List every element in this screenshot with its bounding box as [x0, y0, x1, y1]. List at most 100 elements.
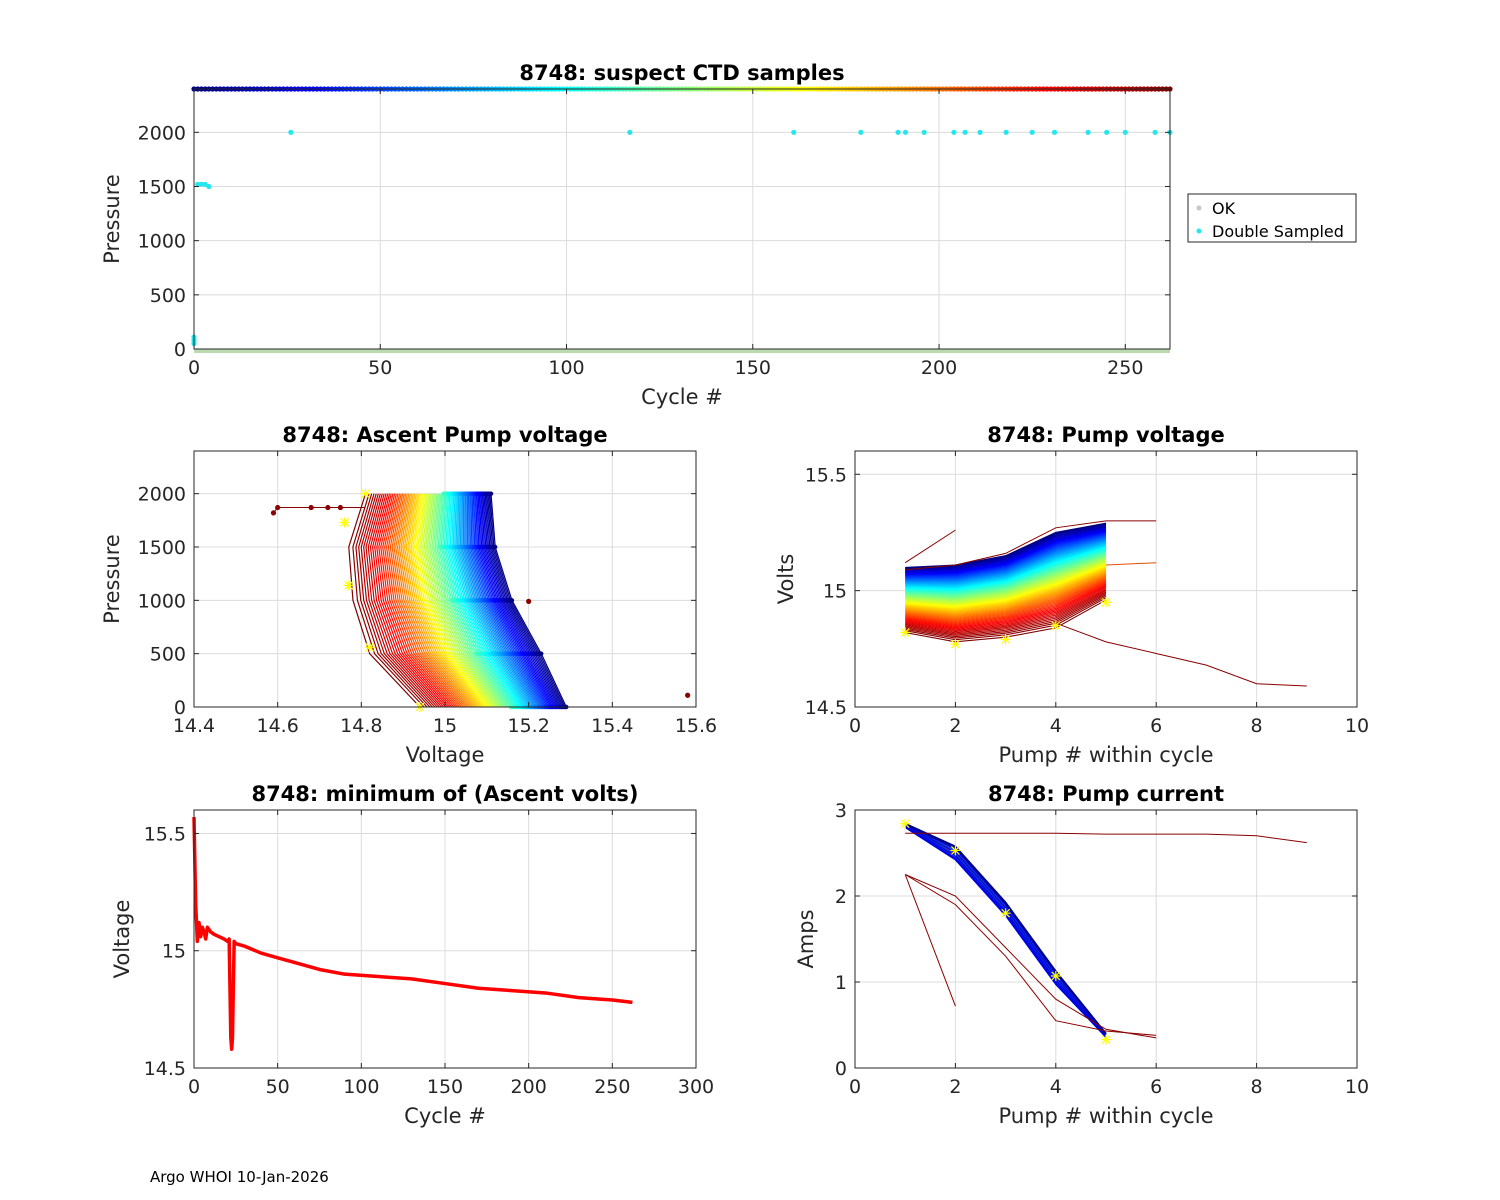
pump-voltage-line [905, 555, 1107, 599]
y-tick-label: 14.5 [805, 697, 847, 719]
pump-voltage-line [905, 590, 1107, 634]
outlier-line [1055, 622, 1307, 687]
pump-voltage-line [905, 585, 1107, 629]
pump-voltage-line [905, 577, 1107, 621]
double-sampled-point [1152, 129, 1158, 135]
ascent-voltage-line [423, 493, 496, 708]
ascent-voltage-line [413, 493, 487, 708]
double-sampled-point [195, 181, 201, 187]
y-tick-label: 15.5 [144, 823, 186, 845]
chart-pumpv: 0 2 4 6 8 10 14.5 15 15.5 8748: Pump voltage Pump … [774, 423, 1369, 767]
ascent-voltage-line [374, 493, 447, 708]
pump-voltage-line [905, 532, 1107, 577]
double-sampled-point [1085, 129, 1091, 135]
outlier-point [685, 692, 691, 698]
pump-voltage-line [905, 569, 1107, 613]
plot-marks [192, 817, 633, 1051]
x-tick-label: 100 [548, 357, 584, 379]
pump-voltage-line [905, 584, 1107, 628]
chart-title: 8748: Pump current [988, 782, 1224, 806]
pump-voltage-line [905, 564, 1107, 608]
pump-voltage-line [905, 562, 1107, 606]
ascent-voltage-line [384, 493, 457, 708]
plot-area [193, 88, 1171, 350]
double-sampled-point [791, 129, 797, 135]
ascent-voltage-line [426, 493, 500, 708]
ascent-voltage-line [396, 493, 470, 708]
chart-pumpc: 0 2 4 6 8 10 0 1 2 3 8748: Pump current Pump # with… [794, 782, 1369, 1128]
first-cycle-star [1000, 634, 1011, 645]
pump-voltage-line [905, 531, 1107, 576]
y-tick-label: 15 [823, 581, 847, 603]
outlier-point [526, 598, 532, 605]
pump-voltage-line [905, 566, 1107, 610]
pump-voltage-line [905, 589, 1107, 633]
pump-voltage-line [905, 594, 1107, 638]
double-sampled-point [206, 183, 212, 190]
ascent-voltage-line [400, 493, 473, 708]
x-tick-label: 4 [1050, 715, 1062, 737]
ascent-voltage-line [402, 493, 475, 708]
first-cycle-star [360, 488, 371, 499]
pump-voltage-line [905, 565, 1107, 609]
ascent-voltage-line [415, 493, 488, 708]
first-cycle-star [343, 580, 354, 591]
pump-voltage-line [905, 540, 1107, 584]
pump-voltage-line [905, 530, 1107, 575]
ascent-voltage-line [395, 493, 468, 708]
pump-voltage-line [905, 539, 1107, 583]
chart-minv: 0 50 100 150 200 250 300 14.5 15 15.5 8748: minimu… [110, 782, 714, 1128]
first-cycle-star [1050, 620, 1061, 631]
x-tick-label: 150 [427, 1076, 463, 1098]
ascent-voltage-line [407, 493, 480, 708]
outlier-line [905, 874, 1157, 1039]
pump-voltage-line [905, 543, 1107, 587]
x-tick-label: 2 [949, 715, 961, 737]
pump-voltage-line [905, 592, 1107, 636]
axes-box [854, 450, 1358, 708]
pump-voltage-line [905, 567, 1107, 611]
pump-voltage-line [905, 546, 1107, 590]
pump-voltage-line [905, 541, 1107, 585]
ascent-voltage-line [429, 493, 503, 708]
ascent-voltage-line [398, 493, 471, 708]
x-tick-label: 10 [1345, 1076, 1369, 1098]
chart-title: 8748: Pump voltage [987, 423, 1225, 447]
pump-voltage-line [905, 588, 1107, 632]
pump-voltage-line [905, 548, 1107, 592]
pump-voltage-line [905, 550, 1107, 594]
pump-current-line [904, 824, 1107, 1036]
pump-voltage-line [905, 554, 1107, 598]
ascent-voltage-line [378, 493, 451, 708]
outlier-line [905, 832, 1307, 844]
first-cycle-star [950, 845, 961, 856]
pump-voltage-line [905, 581, 1107, 625]
x-tick-label: 6 [1150, 715, 1162, 737]
x-tick-label: 250 [594, 1076, 630, 1098]
y-tick-label: 0 [174, 697, 186, 719]
pump-voltage-line [905, 534, 1107, 578]
double-sampled-point [895, 129, 901, 135]
double-sampled-point [1122, 129, 1128, 135]
ascent-voltage-line [422, 493, 495, 708]
pump-voltage-line [905, 574, 1107, 618]
y-tick-label: 1500 [138, 177, 186, 199]
ascent-voltage-line [367, 493, 440, 708]
pump-voltage-line [905, 547, 1107, 591]
pump-voltage-line [905, 572, 1107, 616]
ascent-voltage-line [431, 493, 504, 708]
pump-voltage-line [905, 557, 1107, 601]
ascent-voltage-line [420, 493, 493, 708]
outlier-line [1105, 562, 1157, 566]
outlier-line [273, 507, 366, 514]
ascent-voltage-line [360, 493, 433, 708]
double-sampled-point [902, 129, 909, 135]
axes-box [193, 88, 1171, 350]
y-tick-label: 3 [835, 800, 847, 822]
first-cycle-star [1050, 970, 1061, 981]
ascent-voltage-line [417, 493, 490, 708]
x-tick-label: 250 [1107, 357, 1143, 379]
double-sampled-point [858, 129, 864, 135]
pump-voltage-line [905, 580, 1107, 624]
